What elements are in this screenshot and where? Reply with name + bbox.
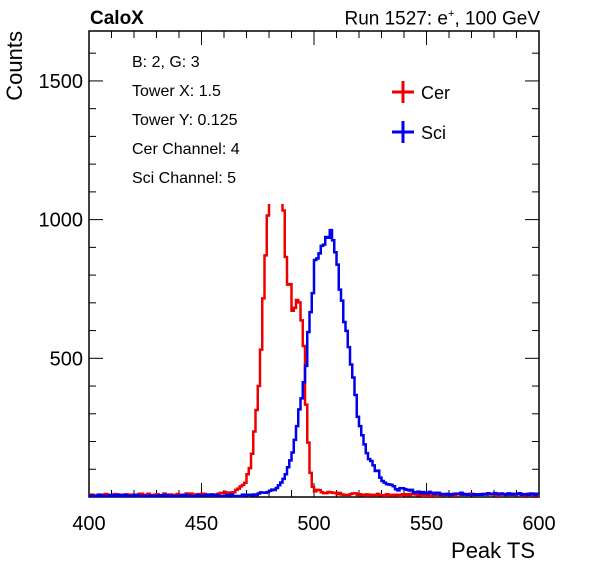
run-title-suffix: , 100 GeV — [454, 8, 540, 30]
info-line-tower-y: Tower Y: 0.125 — [132, 112, 238, 129]
experiment-title: CaloX — [90, 8, 144, 29]
y-tick-label: 500 — [50, 348, 83, 370]
legend-label-sci: Sci — [421, 123, 446, 143]
x-tick-label: 400 — [72, 513, 105, 535]
x-tick-label: 500 — [297, 513, 330, 535]
run-title-sup: + — [448, 8, 455, 20]
x-tick-label: 450 — [185, 513, 218, 535]
series-sci-line — [89, 228, 539, 498]
tick-labels: 400 450 500 550 600 500 1000 1500 — [39, 71, 556, 535]
info-line-sci-channel: Sci Channel: 5 — [132, 170, 237, 187]
info-line-board: B: 2, G: 3 — [132, 54, 200, 71]
y-axis-title: Counts — [2, 31, 27, 101]
y-tick-label: 1000 — [39, 210, 84, 232]
run-title-prefix: Run 1527: e — [344, 8, 448, 30]
info-line-cer-channel: Cer Channel: 4 — [132, 141, 240, 158]
legend-label-cer: Cer — [421, 83, 450, 103]
x-axis-title: Peak TS — [451, 538, 535, 563]
x-tick-label: 600 — [522, 513, 555, 535]
info-box: B: 2, G: 3 Tower X: 1.5 Tower Y: 0.125 C… — [116, 48, 358, 204]
run-title: Run 1527: e+, 100 GeV — [344, 8, 540, 30]
series-layer — [89, 130, 539, 498]
x-tick-label: 550 — [410, 513, 443, 535]
y-tick-label: 1500 — [39, 71, 84, 93]
legend: Cer Sci — [392, 81, 450, 143]
info-line-tower-x: Tower X: 1.5 — [132, 83, 221, 100]
